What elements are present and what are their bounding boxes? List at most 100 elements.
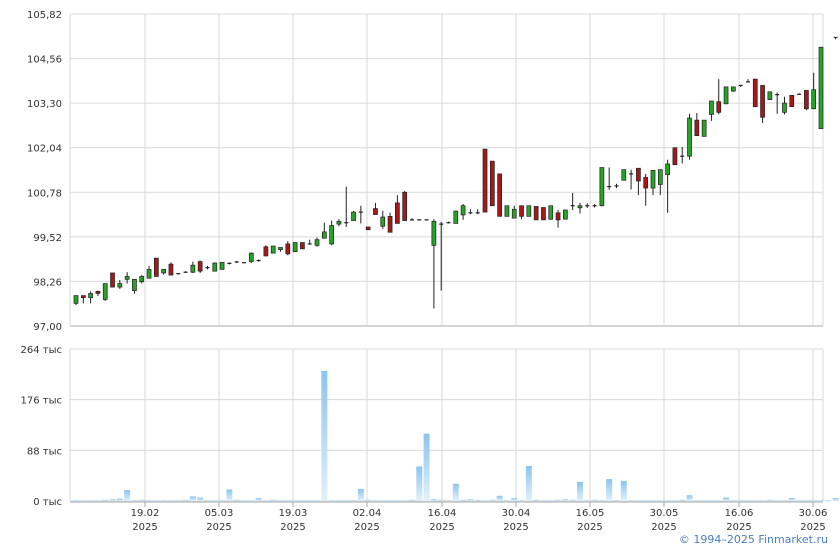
volume-bar: [452, 483, 459, 501]
volume-bar: [94, 500, 101, 502]
candle-body: [402, 191, 408, 221]
candle-body: [80, 295, 86, 299]
candle: [745, 79, 750, 83]
x-tick-date: 16.06: [725, 508, 754, 519]
volume-bar: [584, 500, 591, 502]
x-tick-date: 30.05: [650, 508, 679, 519]
candle: [621, 169, 627, 181]
candle-body: [292, 242, 298, 253]
volume-bar: [796, 500, 803, 502]
x-tick-date: 30.04: [502, 508, 531, 519]
candle: [285, 241, 291, 256]
volume-bar: [671, 500, 678, 502]
x-tick-year: 2025: [206, 522, 231, 533]
candle: [212, 262, 218, 272]
volume-bar: [226, 489, 233, 501]
volume-bar: [189, 496, 196, 501]
volume-bar: [314, 500, 321, 502]
candle-body: [153, 257, 159, 277]
volume-bar: [197, 497, 204, 501]
candle: [782, 96, 787, 115]
volume-bar: [832, 498, 839, 501]
volume-panel: 264 тыс 176 тыс 88 тыс 0 тыс: [21, 345, 840, 508]
candle: [227, 262, 232, 265]
candle: [592, 203, 597, 208]
volume-bar: [299, 500, 306, 502]
candle: [475, 209, 480, 215]
candle: [431, 219, 437, 309]
candle: [314, 237, 320, 247]
candle-body: [716, 101, 722, 113]
volume-bar: [723, 497, 730, 501]
volume-bar: [701, 500, 708, 502]
volume-bar: [167, 500, 174, 502]
candle-body: [453, 210, 459, 224]
volume-bar: [540, 500, 547, 502]
x-tick-year: 2025: [354, 522, 379, 533]
volume-bar: [503, 500, 510, 502]
candle: [775, 92, 780, 114]
volume-bar: [635, 500, 642, 502]
volume-bar: [788, 498, 795, 501]
candle-body: [526, 205, 532, 217]
volume-bar: [803, 500, 810, 502]
candle: [533, 206, 539, 221]
volume-bars: [73, 370, 840, 502]
volume-bar: [160, 500, 167, 502]
volume-tick-label: 264 тыс: [21, 345, 62, 356]
volume-bar: [606, 479, 613, 501]
candle: [563, 209, 568, 220]
volume-bar: [759, 500, 766, 502]
candle: [643, 173, 649, 206]
candle: [760, 85, 765, 123]
volume-bar: [102, 499, 109, 501]
volume-bar: [138, 499, 145, 501]
candle: [716, 79, 722, 115]
candle: [278, 247, 283, 252]
volume-bar: [270, 499, 277, 501]
price-y-axis: 105,82 104,56 103,30 102,04 100,78 99,52 98,26…: [27, 10, 62, 333]
x-tick-date: 16.05: [576, 508, 605, 519]
candle: [752, 78, 758, 108]
candle: [161, 269, 166, 275]
candle: [636, 167, 641, 196]
candle: [468, 209, 473, 215]
candle: [570, 192, 575, 210]
candle-body: [270, 245, 276, 254]
volume-bar: [262, 500, 269, 502]
candle: [541, 207, 546, 221]
candle: [629, 169, 634, 190]
candle: [511, 205, 517, 219]
volume-bar: [628, 500, 635, 502]
volume-bar: [737, 500, 744, 502]
candle-body: [336, 220, 342, 225]
volume-bar: [591, 499, 598, 501]
candle: [482, 148, 488, 213]
candle-body: [314, 239, 320, 246]
volume-bar: [766, 499, 773, 501]
candle-body: [263, 246, 269, 257]
candle-body: [752, 78, 758, 108]
candle: [818, 46, 824, 129]
volume-bar: [350, 500, 357, 502]
volume-bar: [752, 500, 759, 502]
volume-bar: [248, 500, 255, 502]
candle: [804, 90, 809, 111]
volume-bar: [408, 499, 415, 501]
volume-bar: [146, 500, 153, 502]
candlestick-series: [73, 36, 838, 309]
candle: [701, 119, 707, 137]
candle: [176, 272, 181, 275]
volume-bar: [321, 370, 328, 501]
volume-bar: [343, 500, 350, 502]
volume-bar: [292, 500, 299, 502]
candle: [395, 195, 400, 224]
candle-body: [146, 269, 152, 279]
candle: [292, 242, 298, 253]
x-tick-year: 2025: [503, 522, 528, 533]
volume-bar: [730, 500, 737, 502]
candle-body: [380, 216, 386, 227]
candle-body: [219, 261, 225, 270]
candle-body: [687, 117, 692, 157]
